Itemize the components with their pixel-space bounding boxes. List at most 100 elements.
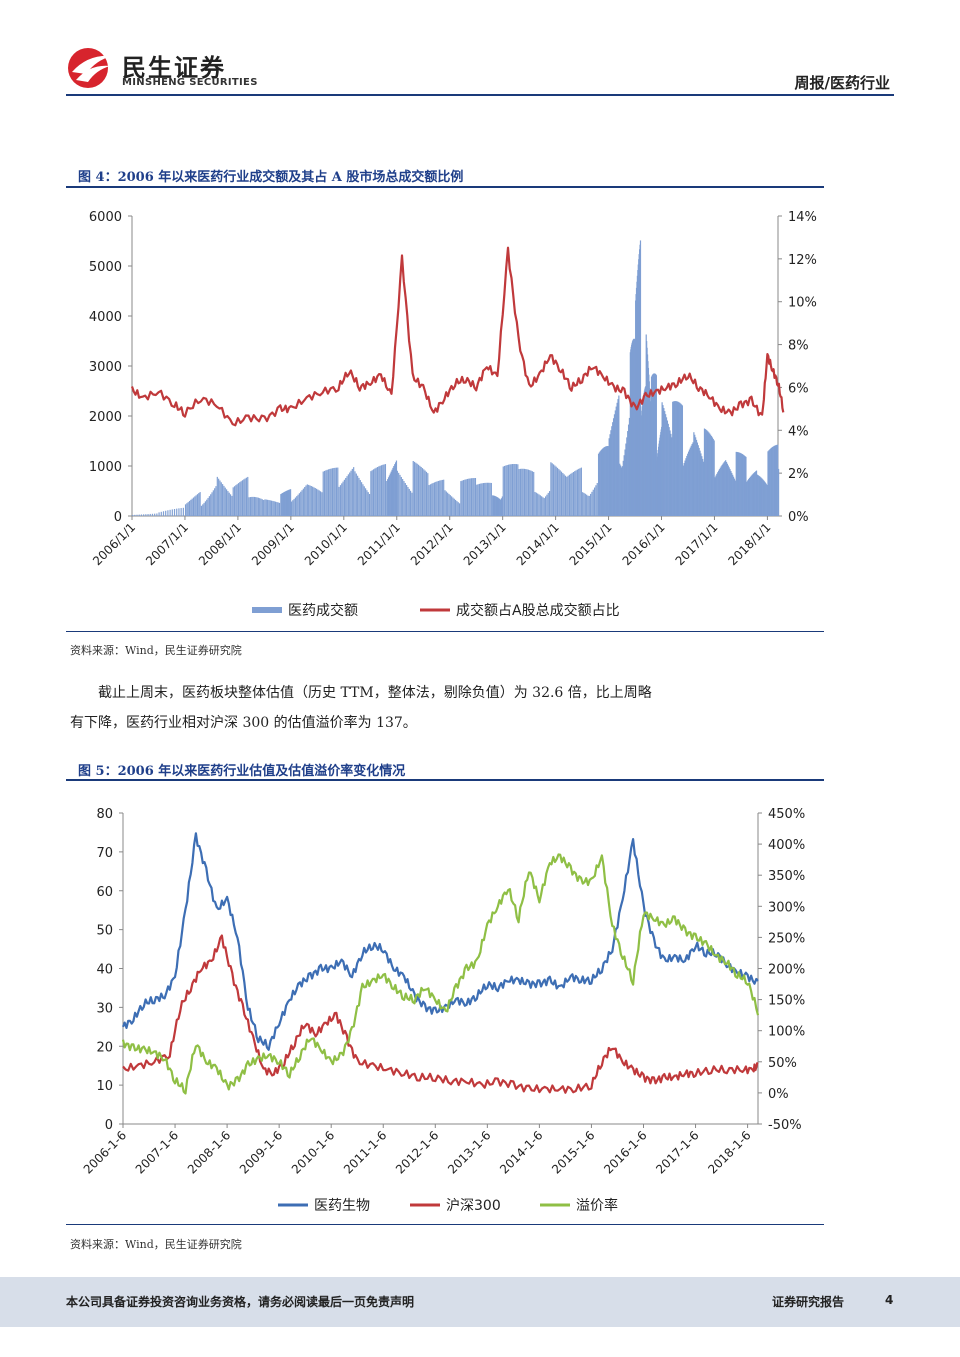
bar	[726, 463, 729, 516]
bar	[337, 467, 339, 516]
bar	[708, 432, 710, 516]
right-tick-label: 300%	[768, 900, 805, 915]
bar	[609, 434, 611, 516]
bar	[619, 463, 621, 516]
bar	[729, 469, 731, 516]
bar	[662, 405, 664, 516]
bar	[568, 474, 571, 516]
x-tick-label: 2006-1-6	[81, 1128, 129, 1176]
bar	[671, 437, 673, 516]
bar	[701, 456, 703, 516]
bar	[773, 445, 775, 516]
figure4-top-divider	[66, 186, 824, 188]
bar	[563, 474, 565, 516]
bar	[515, 464, 518, 516]
bar	[225, 489, 228, 516]
left-tick-label: 4000	[89, 310, 122, 325]
bar	[558, 469, 560, 516]
bar	[668, 427, 670, 516]
bar	[202, 504, 204, 516]
bar	[194, 496, 196, 516]
bar	[435, 481, 437, 516]
bar	[702, 461, 705, 516]
bar	[767, 451, 769, 516]
bar	[595, 485, 597, 516]
bar	[678, 402, 680, 516]
bar	[674, 401, 676, 516]
bar	[763, 481, 766, 516]
x-tick-label: 2007-1-6	[133, 1128, 181, 1176]
bar	[598, 452, 601, 516]
bar	[206, 499, 208, 516]
bar	[748, 477, 751, 516]
bar	[319, 491, 322, 516]
bar	[191, 498, 193, 516]
bar	[484, 482, 486, 516]
bar	[523, 468, 526, 516]
x-tick-label: 2015-1-6	[549, 1128, 597, 1176]
left-tick-label: 1000	[89, 460, 122, 475]
bar	[753, 472, 755, 516]
bar	[519, 468, 522, 516]
bar	[420, 466, 422, 516]
bar	[695, 437, 697, 516]
bar	[566, 476, 568, 516]
bar	[778, 468, 780, 516]
bar	[482, 483, 484, 516]
bar	[321, 492, 323, 516]
bar	[760, 477, 762, 516]
bar	[280, 494, 282, 516]
bar	[216, 476, 218, 516]
bar	[394, 464, 396, 516]
bar	[413, 461, 416, 516]
bar	[140, 514, 143, 516]
bar	[445, 491, 447, 516]
bar	[572, 471, 575, 516]
x-tick-label: 2010-1-6	[289, 1128, 337, 1176]
bar	[143, 514, 145, 516]
bar	[323, 470, 326, 516]
bar	[180, 508, 182, 516]
bar	[676, 401, 678, 516]
bar	[318, 490, 320, 516]
bar	[406, 485, 408, 516]
bar	[447, 492, 449, 516]
bar	[481, 483, 483, 516]
bar	[178, 508, 180, 516]
bar	[361, 482, 363, 516]
bar	[184, 504, 187, 516]
bar	[574, 471, 576, 516]
bar	[196, 494, 199, 516]
bar	[371, 470, 373, 516]
bar	[704, 429, 706, 516]
bar	[265, 499, 267, 516]
bar	[728, 467, 730, 516]
bar	[282, 492, 284, 516]
bar	[744, 456, 746, 516]
bar	[591, 491, 593, 516]
bar	[416, 463, 418, 516]
bar	[741, 454, 744, 516]
bar	[775, 445, 777, 516]
bar	[486, 482, 488, 516]
legend-label: 成交额占A股总成交额占比	[456, 602, 620, 619]
bar	[253, 496, 255, 516]
bar	[575, 470, 577, 516]
bar	[395, 460, 398, 516]
bar	[227, 491, 229, 516]
bar	[700, 453, 702, 516]
bar	[757, 475, 759, 516]
bar	[403, 481, 405, 516]
bar	[697, 445, 699, 516]
bar	[473, 478, 475, 516]
bar	[550, 462, 552, 516]
bar	[526, 469, 528, 516]
bar	[358, 477, 360, 516]
left-tick-label: 20	[96, 1040, 113, 1055]
bar	[424, 470, 426, 516]
figure5-bottom-divider	[66, 1224, 824, 1225]
bar	[190, 499, 192, 516]
x-tick-label: 2008-1-6	[185, 1128, 233, 1176]
bar	[499, 498, 501, 516]
bar	[331, 468, 334, 516]
